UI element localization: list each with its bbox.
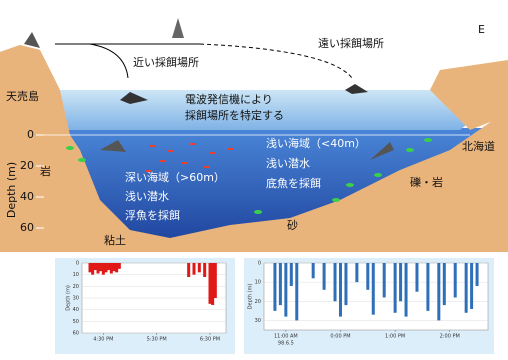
dive xyxy=(323,263,326,290)
y-tick-label: 0 xyxy=(76,261,79,267)
dive xyxy=(94,263,97,270)
dive xyxy=(110,263,113,274)
y-tick-label: 10 xyxy=(73,272,79,278)
x-tick-label: 1:00 PM xyxy=(385,334,405,340)
dive xyxy=(284,263,287,317)
dive xyxy=(115,263,118,272)
y-axis-label: Depth (m) xyxy=(248,284,254,310)
insets: 0 10 20 30 40 50 60 4:30 PM 5:30 PM 6:30 PM Depth … xyxy=(55,258,494,354)
dive xyxy=(344,263,347,305)
clay-label: 粘土 xyxy=(104,233,126,247)
depth-tick-label: 60 xyxy=(20,221,34,234)
y-tick-label: 30 xyxy=(73,296,79,302)
dive xyxy=(97,263,100,274)
y-tick-label: 20 xyxy=(255,299,261,305)
sand-label: 砂 xyxy=(287,219,298,232)
dive xyxy=(198,263,201,272)
dive xyxy=(465,263,468,313)
dive xyxy=(383,263,386,297)
gravel-label: 礫・岩 xyxy=(410,175,443,189)
y-axis-label: Depth (m) xyxy=(66,285,72,311)
dive xyxy=(105,263,108,272)
dive xyxy=(426,263,429,311)
x-tick-label: 2:00 PM xyxy=(440,334,460,340)
far-site: 遠い採餌場所 xyxy=(318,36,384,50)
y-tick-label: 0 xyxy=(258,261,261,267)
deep-area: 深い海域（>60m） xyxy=(125,170,225,184)
dive xyxy=(405,263,408,317)
compass: E xyxy=(478,23,485,36)
x-tick-label: 11:00 AM xyxy=(274,334,298,340)
dive xyxy=(437,263,440,320)
dive xyxy=(334,263,337,301)
x-tick-label: 4:30 PM xyxy=(93,337,113,343)
dive xyxy=(394,263,397,313)
x-tick-label: 0:00 PM xyxy=(330,334,350,340)
x-tick-label: 6:30 PM xyxy=(200,337,220,343)
dive xyxy=(113,263,116,271)
y-tick-label: 60 xyxy=(73,331,79,337)
dive xyxy=(187,263,190,277)
dive xyxy=(214,263,217,298)
diagram: E 遠い採餌場所 近い採餌場所 天売島 電波発信機により 採餌場所を特定する 北… xyxy=(0,0,508,356)
x-tick-label: 5:30 PM xyxy=(147,337,167,343)
dive xyxy=(415,263,418,292)
shallow-area: 浅い潜水 xyxy=(266,156,310,170)
dive xyxy=(295,263,298,320)
dive xyxy=(443,263,446,305)
deep-area: 浅い潜水 xyxy=(125,189,169,203)
depth-tick-label: 20 xyxy=(20,159,34,172)
dive xyxy=(339,263,342,317)
depth-tick-label: 40 xyxy=(20,190,34,203)
island-label: 天売島 xyxy=(6,89,39,103)
date-label: 98.6.5 xyxy=(278,341,294,347)
dive xyxy=(372,263,375,315)
y-tick-label: 50 xyxy=(73,319,79,325)
dive xyxy=(312,263,315,278)
dive xyxy=(366,263,369,290)
dive xyxy=(99,263,102,271)
dive xyxy=(193,263,196,275)
dive xyxy=(89,263,92,272)
dive xyxy=(290,263,293,286)
transmitter: 採餌場所を特定する xyxy=(185,108,284,122)
dive xyxy=(399,263,402,301)
hokkaido-label: 北海道 xyxy=(462,139,495,153)
dive xyxy=(118,263,121,269)
dive xyxy=(355,263,358,282)
dive xyxy=(209,263,212,304)
near-site: 近い採餌場所 xyxy=(133,55,199,69)
dive xyxy=(91,263,94,275)
dive xyxy=(454,263,457,297)
y-tick-label: 20 xyxy=(73,284,79,290)
dive xyxy=(279,263,282,305)
dive xyxy=(211,263,214,305)
shallow-area: 浅い海域（<40m） xyxy=(266,136,366,150)
shallow-area: 底魚を採餌 xyxy=(266,176,321,190)
deep-area: 浮魚を採餌 xyxy=(125,208,180,222)
dive xyxy=(470,263,473,309)
y-tick-label: 40 xyxy=(73,307,79,313)
y-tick-label: 10 xyxy=(255,280,261,286)
dive xyxy=(203,263,206,277)
depth-axis-label: Depth (m) xyxy=(5,162,18,218)
transmitter: 電波発信機により xyxy=(185,92,273,106)
dive xyxy=(102,263,105,275)
dive xyxy=(273,263,276,311)
dive xyxy=(107,263,110,270)
dive xyxy=(476,263,479,286)
y-tick-label: 30 xyxy=(255,318,261,324)
depth-tick-label: 0 xyxy=(27,128,34,141)
